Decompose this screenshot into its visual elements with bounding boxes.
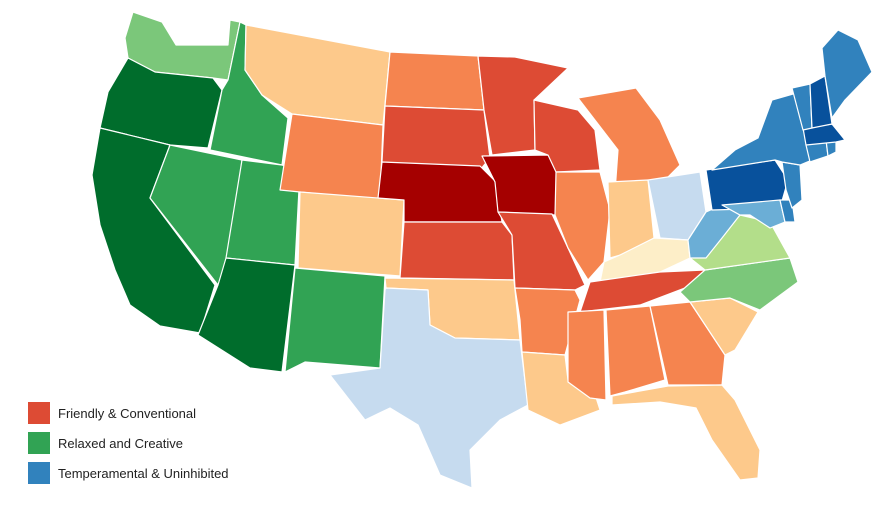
state-wisconsin[interactable] [533,99,601,173]
legend-item-temperamental-uninhibited: Temperamental & Uninhibited [28,458,229,488]
state-new-mexico[interactable] [284,267,386,373]
legend-item-friendly-conventional: Friendly & Conventional [28,398,229,428]
state-wyoming[interactable] [279,113,384,201]
state-kansas[interactable] [399,221,515,281]
legend-item-relaxed-creative: Relaxed and Creative [28,428,229,458]
map-legend: Friendly & Conventional Relaxed and Crea… [28,398,229,488]
state-maine[interactable] [821,29,873,119]
state-arizona[interactable] [197,257,296,373]
state-alabama[interactable] [605,305,666,397]
state-west-virginia[interactable] [687,204,741,259]
state-missouri[interactable] [497,211,586,291]
legend-swatch [28,402,50,424]
legend-swatch [28,462,50,484]
state-mississippi[interactable] [567,309,607,401]
legend-label: Temperamental & Uninhibited [58,465,229,481]
legend-swatch [28,432,50,454]
state-texas[interactable] [329,287,529,489]
state-illinois[interactable] [554,171,611,281]
state-new-hampshire[interactable] [809,75,833,129]
state-georgia[interactable] [649,301,726,386]
state-florida[interactable] [611,384,761,481]
state-oregon[interactable] [99,57,223,149]
state-colorado[interactable] [297,191,405,277]
state-north-dakota[interactable] [384,51,485,111]
state-south-dakota[interactable] [381,105,491,171]
legend-label: Friendly & Conventional [58,405,197,421]
legend-label: Relaxed and Creative [58,435,184,451]
